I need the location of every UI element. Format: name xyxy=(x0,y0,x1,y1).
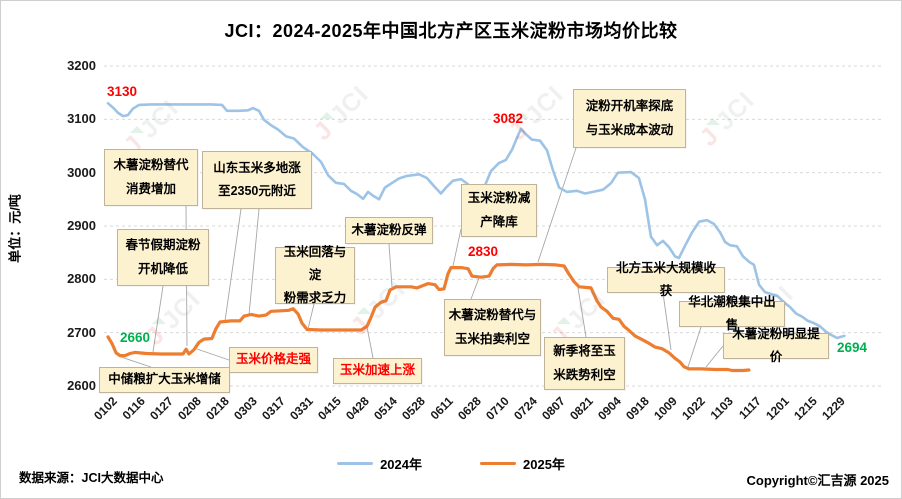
annotation-box: 新季将至玉 米跌势利空 xyxy=(544,337,625,390)
annotation-leader-line xyxy=(117,355,152,368)
annotation-box: 春节假期淀粉 开机降低 xyxy=(117,229,209,286)
annotation-leader-line xyxy=(470,277,480,300)
annotation-leader-line xyxy=(196,348,230,361)
legend: 2024年 2025年 xyxy=(1,453,901,473)
y-tick-label: 3000 xyxy=(67,164,96,180)
annotation-box: 玉米加速上涨 xyxy=(333,358,422,384)
annotation-leader-line xyxy=(152,285,164,353)
annotation-leader-line xyxy=(662,292,672,351)
y-tick-label: 3100 xyxy=(67,111,96,127)
series-line-2025年 xyxy=(106,262,751,373)
value-label: 2660 xyxy=(120,330,151,345)
annotation-leader-line xyxy=(687,326,702,368)
legend-item-2025年: 2025年 xyxy=(480,454,565,473)
annotation-box: 木薯淀粉替代与 玉米拍卖利空 xyxy=(444,299,541,356)
value-label: 2830 xyxy=(468,244,499,259)
annotation-leader-line xyxy=(388,243,393,288)
legend-label: 2025年 xyxy=(523,456,565,472)
annotation-box: 中储粮扩大玉米增储 xyxy=(99,367,230,393)
y-tick-label: 2900 xyxy=(67,218,96,233)
legend-line-swatch xyxy=(480,461,516,465)
value-label: 2694 xyxy=(837,340,868,355)
annotation-leader-line xyxy=(577,287,587,338)
value-label: 3130 xyxy=(107,84,138,99)
annotation-box: 木薯淀粉替代 消费增加 xyxy=(104,149,198,206)
legend-line-swatch xyxy=(337,461,374,465)
annotation-box: 北方玉米大规模收获 xyxy=(607,261,725,298)
y-tick-label: 2700 xyxy=(67,324,96,340)
y-tick-label: 2600 xyxy=(67,378,96,393)
annotation-leader-line xyxy=(224,208,242,322)
annotation-leader-line xyxy=(537,147,577,263)
annotation-box: 淀粉开机率探底 与玉米成本波动 xyxy=(573,89,686,148)
annotation-box: 玉米回落与淀 粉需求乏力 xyxy=(275,245,355,305)
copyright-note: Copyright©汇吉源 2025 xyxy=(746,473,890,488)
value-label: 3082 xyxy=(493,111,524,126)
annotation-box: 华北潮粮集中出售 xyxy=(679,295,785,332)
annotation-box: 玉米价格走强 xyxy=(229,347,318,373)
annotation-box: 山东玉米多地涨 至2350元附近 xyxy=(202,151,312,209)
legend-item-2024年: 2024年 xyxy=(337,454,422,473)
chart-title: JCI：2024-2025年中国北方产区玉米淀粉市场均价比较 xyxy=(224,21,678,41)
series-line-2024年 xyxy=(106,102,846,340)
y-tick-label: 3200 xyxy=(67,58,96,73)
annotation-leader-line xyxy=(366,326,374,359)
annotation-leader-line xyxy=(705,345,724,368)
annotation-leader-line xyxy=(248,208,260,316)
data-source-note: 数据来源：JCI大数据中心 xyxy=(19,471,164,485)
annotation-box: 玉米淀粉减 产降库 xyxy=(461,184,537,237)
annotation-box: 木薯淀粉明显提价 xyxy=(723,327,829,364)
annotation-leader-line xyxy=(307,303,315,330)
legend-label: 2024年 xyxy=(380,456,422,472)
annotation-leader-line xyxy=(452,228,462,267)
annotation-box: 木薯淀粉反弹 xyxy=(345,217,433,244)
y-tick-label: 2800 xyxy=(67,271,96,287)
